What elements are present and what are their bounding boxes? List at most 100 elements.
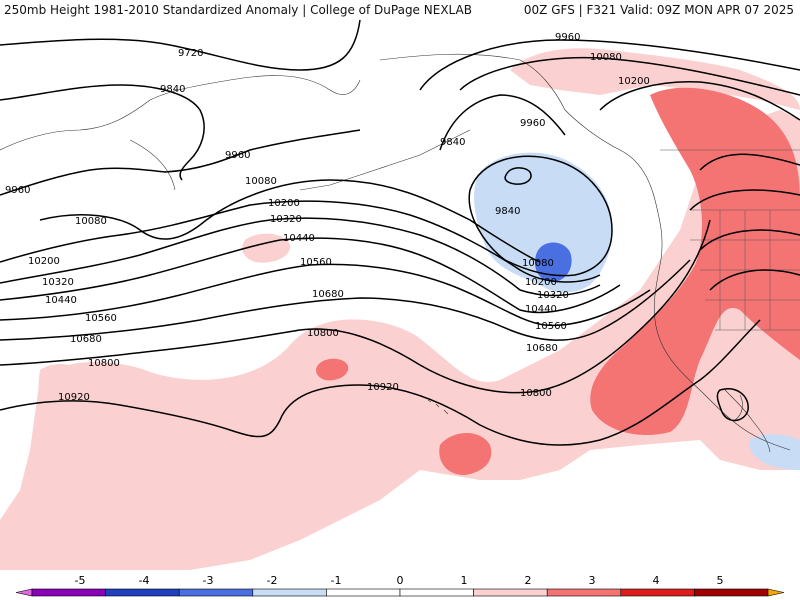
contour-10680: [0, 259, 691, 341]
contour-upper-east-10200: [599, 81, 800, 121]
colorbar-label-pos1: 1: [461, 574, 468, 587]
colorbar-segment: [399, 588, 474, 597]
label-10080-gulf: 10080: [522, 258, 554, 269]
colorbar-label-neg1: -1: [331, 574, 342, 587]
label-10680-mid: 10680: [312, 289, 344, 300]
colorbar-svg: -5 -4 -3 -2 -1 0 1 2 3 4 5: [15, 574, 785, 597]
anomaly-shading: [0, 48, 800, 570]
header-bar: 250mb Height 1981-2010 Standardized Anom…: [0, 0, 800, 20]
coastline-aleutians: [299, 129, 471, 191]
label-10200-west: 10200: [28, 256, 60, 267]
label-9960-northeast: 9960: [555, 32, 580, 43]
label-9960-mid: 9960: [225, 150, 250, 161]
label-10680-gulf: 10680: [526, 343, 558, 354]
height-contours: [0, 20, 800, 446]
contour-east-ridge-d: [709, 269, 800, 291]
label-10800-mid: 10800: [307, 328, 339, 339]
colorbar-segment: [105, 588, 180, 597]
contour-gulf-low-ring: [468, 155, 613, 277]
colorbar-label-pos4: 4: [653, 574, 660, 587]
label-10800-gulf: 10800: [520, 388, 552, 399]
colorbar-segment: [178, 588, 254, 597]
colorbar-tip-low: [15, 588, 33, 597]
coastline-kamchatka: [129, 139, 176, 191]
colorbar-legend: -5 -4 -3 -2 -1 0 1 2 3 4 5: [0, 570, 800, 600]
colorbar-label-pos2: 2: [525, 574, 532, 587]
strong-positive-anomaly-west-coast: [590, 87, 800, 436]
label-10440-gulf: 10440: [525, 304, 557, 315]
coastline-baja: [724, 389, 771, 453]
contour-east-ridge-a: [699, 153, 800, 171]
strong-positive-anomaly-hawaii: [439, 432, 492, 476]
strong-negative-anomaly-center: [534, 242, 572, 282]
label-9960-alaska: 9960: [520, 118, 545, 129]
label-9840-west: 9840: [160, 84, 185, 95]
map-title: 250mb Height 1981-2010 Standardized Anom…: [4, 3, 472, 17]
contour-upper-east-9960: [419, 39, 800, 91]
contour-9840-west: [0, 84, 205, 181]
label-9840-gulf: 9840: [495, 206, 520, 217]
contour-labels: 9720 9840 9960 9960 10080 10080 10200 10…: [5, 32, 650, 403]
contour-upper-east-10080: [459, 56, 800, 96]
contour-10560: [0, 263, 651, 327]
label-10080-northeast: 10080: [590, 52, 622, 63]
model-run-info: 00Z GFS | F321 Valid: 09Z MON APR 07 202…: [523, 3, 794, 17]
label-10080-west: 10080: [75, 216, 107, 227]
colorbar-gradient: [15, 588, 785, 597]
coastline-asia: [0, 75, 361, 151]
colorbar-label-pos5: 5: [717, 574, 724, 587]
contour-9720: [0, 20, 361, 71]
colorbar-tick-labels: -5 -4 -3 -2 -1 0 1 2 3 4 5: [75, 574, 724, 587]
label-9840-alaska: 9840: [440, 137, 465, 148]
colorbar-label-neg2: -2: [267, 574, 278, 587]
colorbar-segment: [473, 588, 548, 597]
contour-10320: [0, 217, 601, 297]
contour-alaska-9840: [439, 94, 566, 151]
positive-anomaly-west-pacific: [38, 364, 86, 426]
label-10320-west: 10320: [42, 277, 74, 288]
contour-10440: [0, 237, 621, 314]
label-10560-mid: 10560: [300, 257, 332, 268]
contour-10800: [0, 219, 711, 394]
label-10680-west: 10680: [70, 334, 102, 345]
contour-main-10080: [39, 179, 541, 263]
positive-anomaly-region-pacific: [0, 110, 800, 570]
political-boundaries: [660, 149, 800, 331]
label-10560-gulf: 10560: [535, 321, 567, 332]
colorbar-label-neg3: -3: [203, 574, 214, 587]
colorbar-segment: [252, 588, 327, 597]
contour-10200: [0, 200, 601, 283]
strong-positive-anomaly-small: [316, 358, 349, 381]
colorbar-segment: [31, 588, 106, 597]
colorbar-label-neg5: -5: [75, 574, 86, 587]
contour-9960-west: [0, 129, 361, 196]
contour-east-ridge-b: [689, 189, 800, 211]
colorbar-label-zero: 0: [397, 574, 404, 587]
contour-socal-loop: [716, 388, 749, 422]
label-10200-mid: 10200: [268, 198, 300, 209]
colorbar-label-neg4: -4: [139, 574, 150, 587]
label-10320-gulf: 10320: [537, 290, 569, 301]
colorbar-tip-high: [767, 588, 785, 597]
colorbar-segment: [546, 588, 622, 597]
label-10320-mid: 10320: [270, 214, 302, 225]
label-10920-west: 10920: [58, 392, 90, 403]
contour-east-ridge-c: [699, 229, 800, 251]
label-9720: 9720: [178, 48, 203, 59]
contour-10920: [0, 319, 761, 446]
anomaly-map: 9720 9840 9960 9960 10080 10080 10200 10…: [0, 20, 800, 570]
colorbar-segment: [326, 588, 401, 597]
label-10440-mid: 10440: [283, 233, 315, 244]
label-10800-west: 10800: [88, 358, 120, 369]
coastline-alaska: [379, 53, 791, 451]
positive-anomaly-region-north: [510, 48, 800, 110]
label-10080-mid: 10080: [245, 176, 277, 187]
label-10200-gulf: 10200: [525, 277, 557, 288]
label-9960-west: 9960: [5, 185, 30, 196]
negative-anomaly-baja: [749, 434, 800, 470]
label-10920-mid: 10920: [367, 382, 399, 393]
colorbar-segment: [620, 588, 695, 597]
map-panel[interactable]: 9720 9840 9960 9960 10080 10080 10200 10…: [0, 20, 800, 570]
label-10440-west: 10440: [45, 295, 77, 306]
coastlines: [0, 53, 791, 453]
